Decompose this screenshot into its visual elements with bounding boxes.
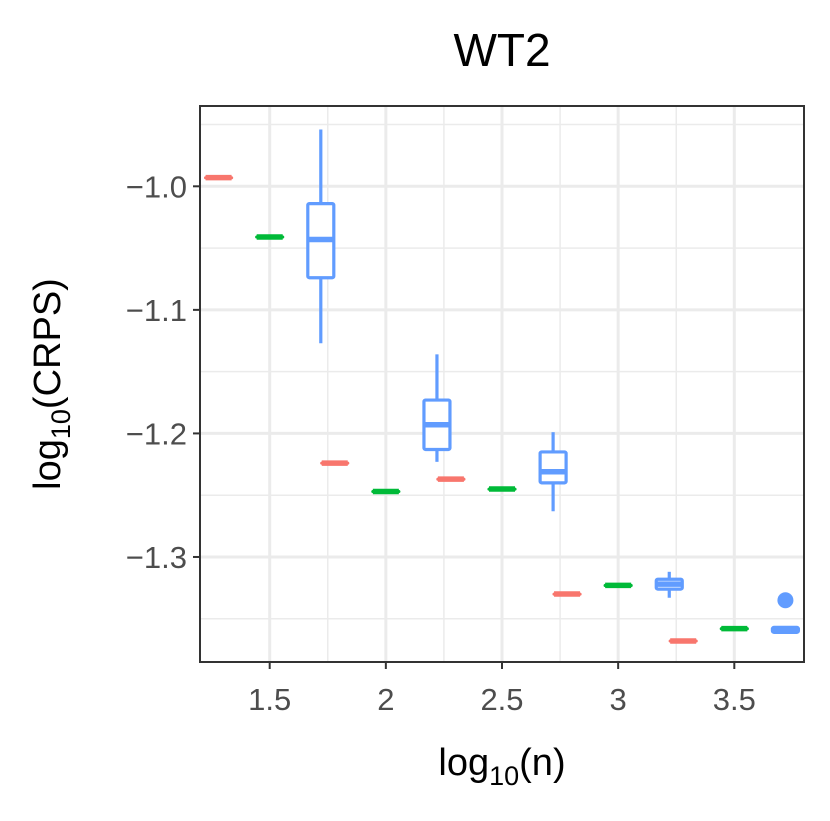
- outlier-point: [777, 592, 794, 609]
- x-axis-title: log10(n): [438, 742, 565, 791]
- y-tick-label: −1.0: [126, 169, 187, 204]
- boxplot-method-3-x3.5: [770, 592, 801, 634]
- x-tick-label: 2.5: [480, 682, 523, 717]
- y-tick-label: −1.1: [126, 293, 187, 328]
- boxplot-method-3-x2.5: [538, 432, 568, 512]
- x-tick-label: 1.5: [248, 682, 291, 717]
- boxplot-method-3-x2: [422, 354, 452, 462]
- x-axis: 1.5 2 2.5 3 3.5: [248, 662, 756, 717]
- y-axis: −1.0 −1.1 −1.2 −1.3: [126, 169, 200, 575]
- box: [538, 450, 568, 485]
- y-tick-label: −1.3: [126, 540, 187, 575]
- boxplot-method-3-x3: [654, 571, 684, 598]
- data-marks: [203, 129, 801, 644]
- boxplot-method-3-x1.5: [306, 129, 336, 344]
- x-tick-label: 2: [377, 682, 394, 717]
- grid-major: [200, 106, 804, 662]
- chart-title: WT2: [453, 24, 550, 76]
- x-tick-label: 3.5: [713, 682, 756, 717]
- y-axis-title: log10(CRPS): [27, 278, 76, 490]
- x-tick-label: 3: [610, 682, 627, 717]
- y-tick-label: −1.2: [126, 416, 187, 451]
